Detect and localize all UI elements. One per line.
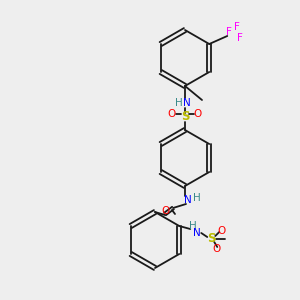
Text: H: H xyxy=(175,98,183,108)
Text: O: O xyxy=(161,206,169,216)
Text: H: H xyxy=(193,193,201,203)
Text: O: O xyxy=(212,244,220,254)
Text: N: N xyxy=(184,195,192,205)
Text: F: F xyxy=(226,27,232,37)
Text: S: S xyxy=(207,232,215,245)
Text: O: O xyxy=(168,109,176,119)
Text: N: N xyxy=(183,98,191,108)
Text: H: H xyxy=(189,221,197,231)
Text: N: N xyxy=(194,228,201,238)
Text: F: F xyxy=(234,22,240,32)
Text: O: O xyxy=(194,109,202,119)
Text: F: F xyxy=(237,33,243,43)
Text: O: O xyxy=(217,226,225,236)
Text: S: S xyxy=(181,110,189,122)
